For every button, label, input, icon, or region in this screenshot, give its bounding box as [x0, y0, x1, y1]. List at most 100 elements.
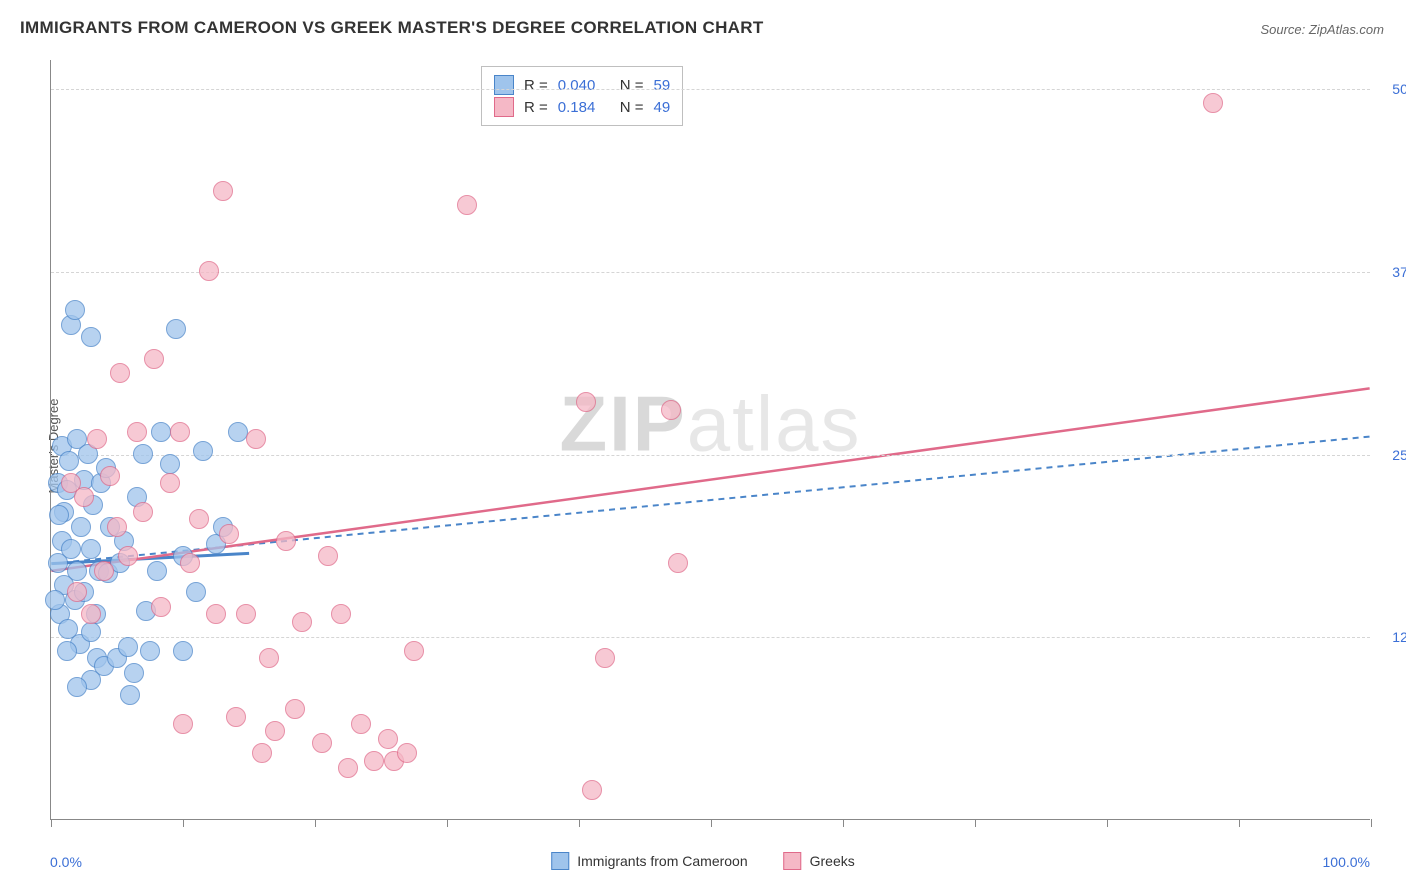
data-point [59, 451, 79, 471]
legend-label: Greeks [810, 853, 855, 869]
data-point [186, 582, 206, 602]
plot-area: ZIPatlas R =0.040N =59R =0.184N =49 12.5… [50, 60, 1370, 820]
data-point [259, 648, 279, 668]
r-value: 0.184 [558, 99, 610, 116]
data-point [173, 714, 193, 734]
data-point [45, 590, 65, 610]
source-attribution: Source: ZipAtlas.com [1260, 22, 1384, 37]
data-point [144, 349, 164, 369]
x-tick [1371, 819, 1372, 827]
data-point [67, 561, 87, 581]
data-point [1203, 93, 1223, 113]
x-tick [975, 819, 976, 827]
gridline [51, 272, 1370, 273]
data-point [292, 612, 312, 632]
n-value: 49 [654, 99, 671, 116]
y-tick-label: 50.0% [1377, 81, 1406, 97]
data-point [364, 751, 384, 771]
data-point [81, 327, 101, 347]
data-point [118, 546, 138, 566]
data-point [338, 758, 358, 778]
data-point [81, 622, 101, 642]
gridline [51, 637, 1370, 638]
gridline [51, 89, 1370, 90]
y-tick-label: 37.5% [1377, 264, 1406, 280]
x-tick [579, 819, 580, 827]
watermark: ZIPatlas [559, 379, 861, 470]
data-point [100, 466, 120, 486]
data-point [180, 553, 200, 573]
data-point [166, 319, 186, 339]
r-label: R = [524, 77, 548, 94]
data-point [81, 604, 101, 624]
data-point [219, 524, 239, 544]
data-point [276, 531, 296, 551]
data-point [151, 597, 171, 617]
data-point [81, 539, 101, 559]
x-axis-max-label: 100.0% [1323, 854, 1370, 870]
gridline [51, 455, 1370, 456]
data-point [668, 553, 688, 573]
data-point [65, 300, 85, 320]
x-tick [843, 819, 844, 827]
data-point [87, 429, 107, 449]
legend-item: Greeks [784, 852, 855, 870]
data-point [312, 733, 332, 753]
data-point [147, 561, 167, 581]
n-label: N = [620, 99, 644, 116]
data-point [457, 195, 477, 215]
data-point [160, 454, 180, 474]
data-point [213, 181, 233, 201]
data-point [661, 400, 681, 420]
data-point [226, 707, 246, 727]
data-point [170, 422, 190, 442]
data-point [285, 699, 305, 719]
y-tick-label: 25.0% [1377, 447, 1406, 463]
data-point [252, 743, 272, 763]
data-point [576, 392, 596, 412]
series-swatch [494, 97, 514, 117]
data-point [351, 714, 371, 734]
data-point [140, 641, 160, 661]
data-point [94, 561, 114, 581]
x-tick [1239, 819, 1240, 827]
data-point [160, 473, 180, 493]
data-point [71, 517, 91, 537]
data-point [118, 637, 138, 657]
n-value: 59 [654, 77, 671, 94]
data-point [61, 539, 81, 559]
x-tick [711, 819, 712, 827]
data-point [74, 487, 94, 507]
trend-line [51, 388, 1369, 570]
n-label: N = [620, 77, 644, 94]
data-point [67, 582, 87, 602]
data-point [133, 502, 153, 522]
r-label: R = [524, 99, 548, 116]
data-point [199, 261, 219, 281]
data-point [206, 604, 226, 624]
series-swatch [494, 75, 514, 95]
x-axis-min-label: 0.0% [50, 854, 82, 870]
data-point [189, 509, 209, 529]
data-point [265, 721, 285, 741]
data-point [107, 517, 127, 537]
data-point [236, 604, 256, 624]
data-point [318, 546, 338, 566]
data-point [67, 677, 87, 697]
data-point [582, 780, 602, 800]
data-point [120, 685, 140, 705]
data-point [595, 648, 615, 668]
data-point [133, 444, 153, 464]
legend-label: Immigrants from Cameroon [577, 853, 747, 869]
legend-item: Immigrants from Cameroon [551, 852, 747, 870]
series-legend: Immigrants from Cameroon Greeks [551, 852, 855, 870]
x-tick [447, 819, 448, 827]
x-tick [315, 819, 316, 827]
data-point [110, 363, 130, 383]
data-point [404, 641, 424, 661]
data-point [57, 641, 77, 661]
correlation-row: R = 0.184 N = 49 [494, 97, 670, 117]
data-point [151, 422, 171, 442]
data-point [246, 429, 266, 449]
source-prefix: Source: [1260, 22, 1308, 37]
